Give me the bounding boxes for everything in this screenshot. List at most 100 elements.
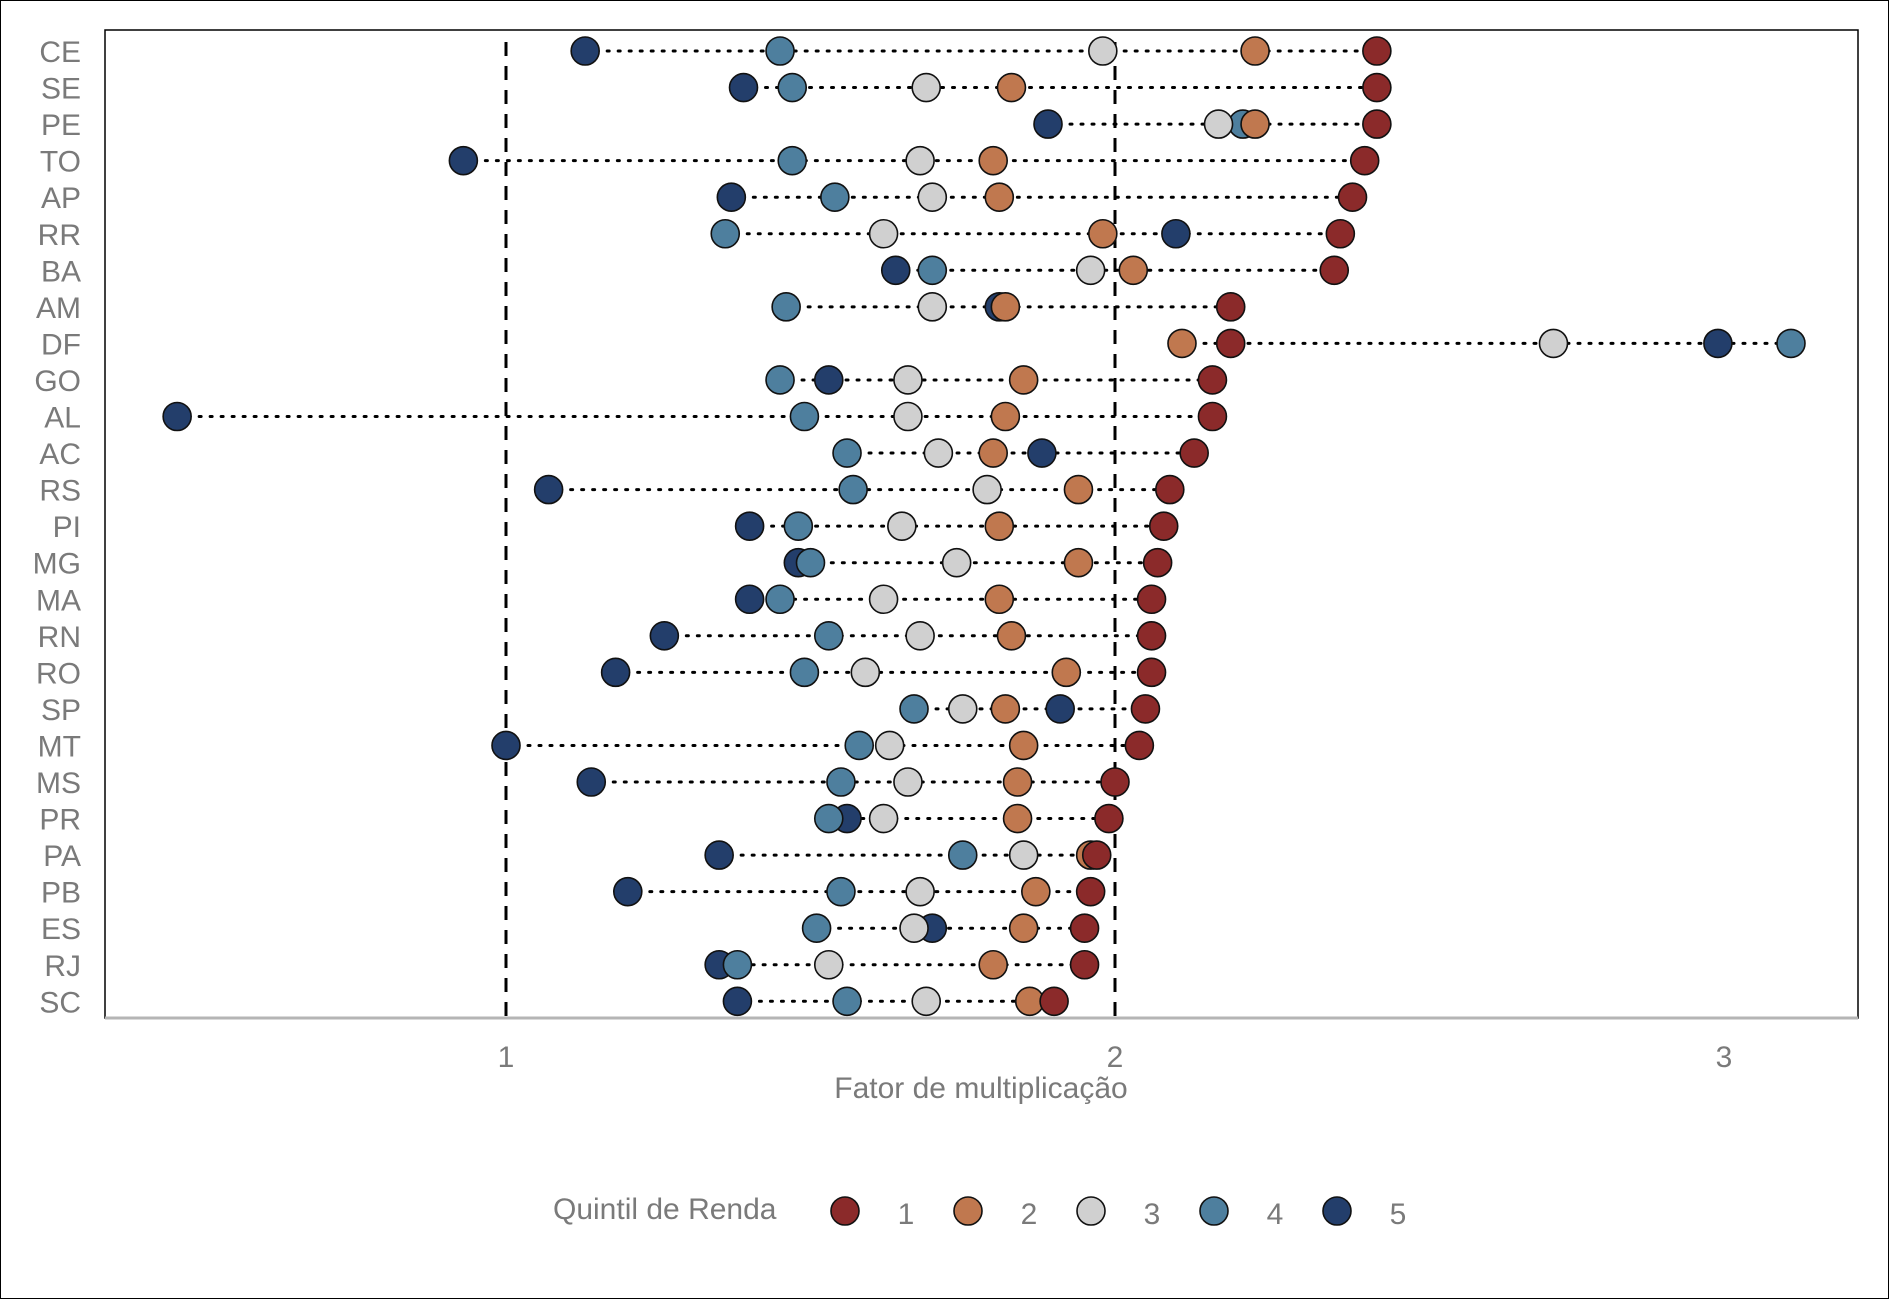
point-ms-q4 bbox=[826, 767, 856, 797]
legend-title: Quintil de Renda bbox=[553, 1193, 777, 1226]
point-df-q1 bbox=[1215, 328, 1246, 359]
row-df bbox=[1167, 328, 1806, 359]
point-pb-q2 bbox=[1021, 876, 1051, 907]
row-pr bbox=[813, 803, 1124, 834]
point-pr-q3 bbox=[868, 803, 899, 834]
point-rs-q2 bbox=[1063, 474, 1094, 505]
row-es bbox=[801, 913, 1100, 944]
point-rj-q2 bbox=[978, 949, 1009, 980]
point-sc-q1 bbox=[1039, 986, 1069, 1017]
point-ap-q5 bbox=[716, 182, 747, 212]
point-sp-q4 bbox=[899, 694, 929, 724]
point-se-q4 bbox=[777, 72, 808, 103]
point-rn-q3 bbox=[905, 620, 935, 651]
point-ms-q1 bbox=[1100, 767, 1130, 797]
point-mt-q1 bbox=[1124, 730, 1155, 761]
point-ma-q5 bbox=[734, 584, 765, 615]
point-pi-q1 bbox=[1148, 511, 1179, 541]
row-am bbox=[771, 292, 1246, 322]
point-rr-q3 bbox=[868, 218, 899, 249]
point-ce-q2 bbox=[1240, 36, 1270, 66]
point-pb-q4 bbox=[826, 876, 856, 907]
point-ro-q4 bbox=[789, 657, 820, 688]
point-am-q4 bbox=[771, 292, 801, 322]
point-rr-q1 bbox=[1325, 218, 1356, 249]
point-sc-q4 bbox=[832, 986, 862, 1017]
point-rn-q4 bbox=[813, 620, 844, 651]
point-df-q4 bbox=[1776, 328, 1806, 359]
point-rs-q4 bbox=[838, 474, 868, 505]
point-pa-q3 bbox=[1008, 840, 1039, 870]
y-label-pa: PA bbox=[43, 840, 81, 873]
y-label-ms: MS bbox=[36, 767, 81, 800]
point-ce-q1 bbox=[1362, 36, 1392, 66]
point-ac-q2 bbox=[978, 438, 1009, 468]
point-se-q2 bbox=[996, 72, 1027, 103]
y-label-sc: SC bbox=[39, 986, 81, 1019]
legend-key-q4 bbox=[1199, 1196, 1229, 1226]
y-label-es: ES bbox=[41, 913, 81, 946]
row-pi bbox=[734, 511, 1179, 541]
point-ba-q3 bbox=[1075, 255, 1106, 286]
point-ba-q1 bbox=[1319, 255, 1350, 286]
legend-label-q4: 4 bbox=[1267, 1198, 1284, 1231]
point-ap-q4 bbox=[820, 182, 850, 212]
x-tick-label-1: 1 bbox=[498, 1041, 515, 1074]
point-pr-q4 bbox=[813, 803, 844, 834]
point-al-q2 bbox=[990, 401, 1021, 432]
y-label-pb: PB bbox=[41, 877, 81, 910]
row-rs bbox=[533, 474, 1185, 505]
row-mt bbox=[491, 730, 1155, 761]
point-mt-q2 bbox=[1008, 730, 1039, 761]
point-ac-q1 bbox=[1179, 438, 1209, 468]
point-go-q4 bbox=[765, 365, 795, 395]
point-sc-q5 bbox=[722, 986, 753, 1017]
y-label-rr: RR bbox=[38, 219, 81, 252]
point-ro-q5 bbox=[600, 657, 631, 688]
point-rj-q3 bbox=[813, 949, 844, 980]
point-mg-q4 bbox=[795, 547, 826, 578]
row-al bbox=[162, 401, 1228, 432]
point-ba-q4 bbox=[917, 255, 948, 286]
point-es-q3 bbox=[899, 913, 929, 944]
point-rs-q5 bbox=[533, 474, 564, 505]
y-label-ap: AP bbox=[41, 182, 81, 215]
row-go bbox=[765, 365, 1228, 395]
legend-label-q5: 5 bbox=[1390, 1198, 1407, 1231]
point-ap-q2 bbox=[984, 182, 1015, 212]
point-se-q5 bbox=[728, 72, 759, 103]
point-se-q3 bbox=[911, 72, 942, 103]
row-sc bbox=[722, 986, 1069, 1017]
point-pi-q3 bbox=[887, 511, 917, 541]
point-sp-q2 bbox=[990, 694, 1021, 724]
point-es-q1 bbox=[1069, 913, 1100, 944]
row-se bbox=[728, 72, 1392, 103]
point-sp-q3 bbox=[947, 694, 978, 724]
point-pa-q1 bbox=[1081, 840, 1112, 870]
y-label-ce: CE bbox=[39, 36, 81, 69]
legend-label-q1: 1 bbox=[898, 1198, 915, 1231]
point-to-q3 bbox=[905, 145, 935, 176]
point-am-q1 bbox=[1215, 292, 1246, 322]
row-to bbox=[448, 145, 1380, 176]
point-rn-q1 bbox=[1136, 620, 1167, 651]
point-ac-q3 bbox=[923, 438, 954, 468]
point-ac-q5 bbox=[1027, 438, 1057, 468]
row-ce bbox=[570, 36, 1392, 66]
y-label-al: AL bbox=[44, 402, 81, 435]
point-pe-q2 bbox=[1240, 109, 1270, 139]
y-label-go: GO bbox=[34, 365, 81, 398]
y-label-mt: MT bbox=[38, 730, 81, 763]
point-go-q2 bbox=[1008, 365, 1039, 395]
point-ap-q3 bbox=[917, 182, 948, 212]
point-pb-q1 bbox=[1075, 876, 1106, 907]
point-pi-q5 bbox=[734, 511, 765, 541]
point-ms-q3 bbox=[893, 767, 923, 797]
point-df-q5 bbox=[1703, 328, 1733, 359]
y-label-pi: PI bbox=[53, 511, 81, 544]
point-rr-q5 bbox=[1161, 218, 1191, 249]
point-to-q2 bbox=[978, 145, 1009, 176]
point-rj-q1 bbox=[1069, 949, 1100, 980]
point-pe-q3 bbox=[1203, 109, 1234, 139]
legend-key-q3 bbox=[1076, 1196, 1106, 1226]
